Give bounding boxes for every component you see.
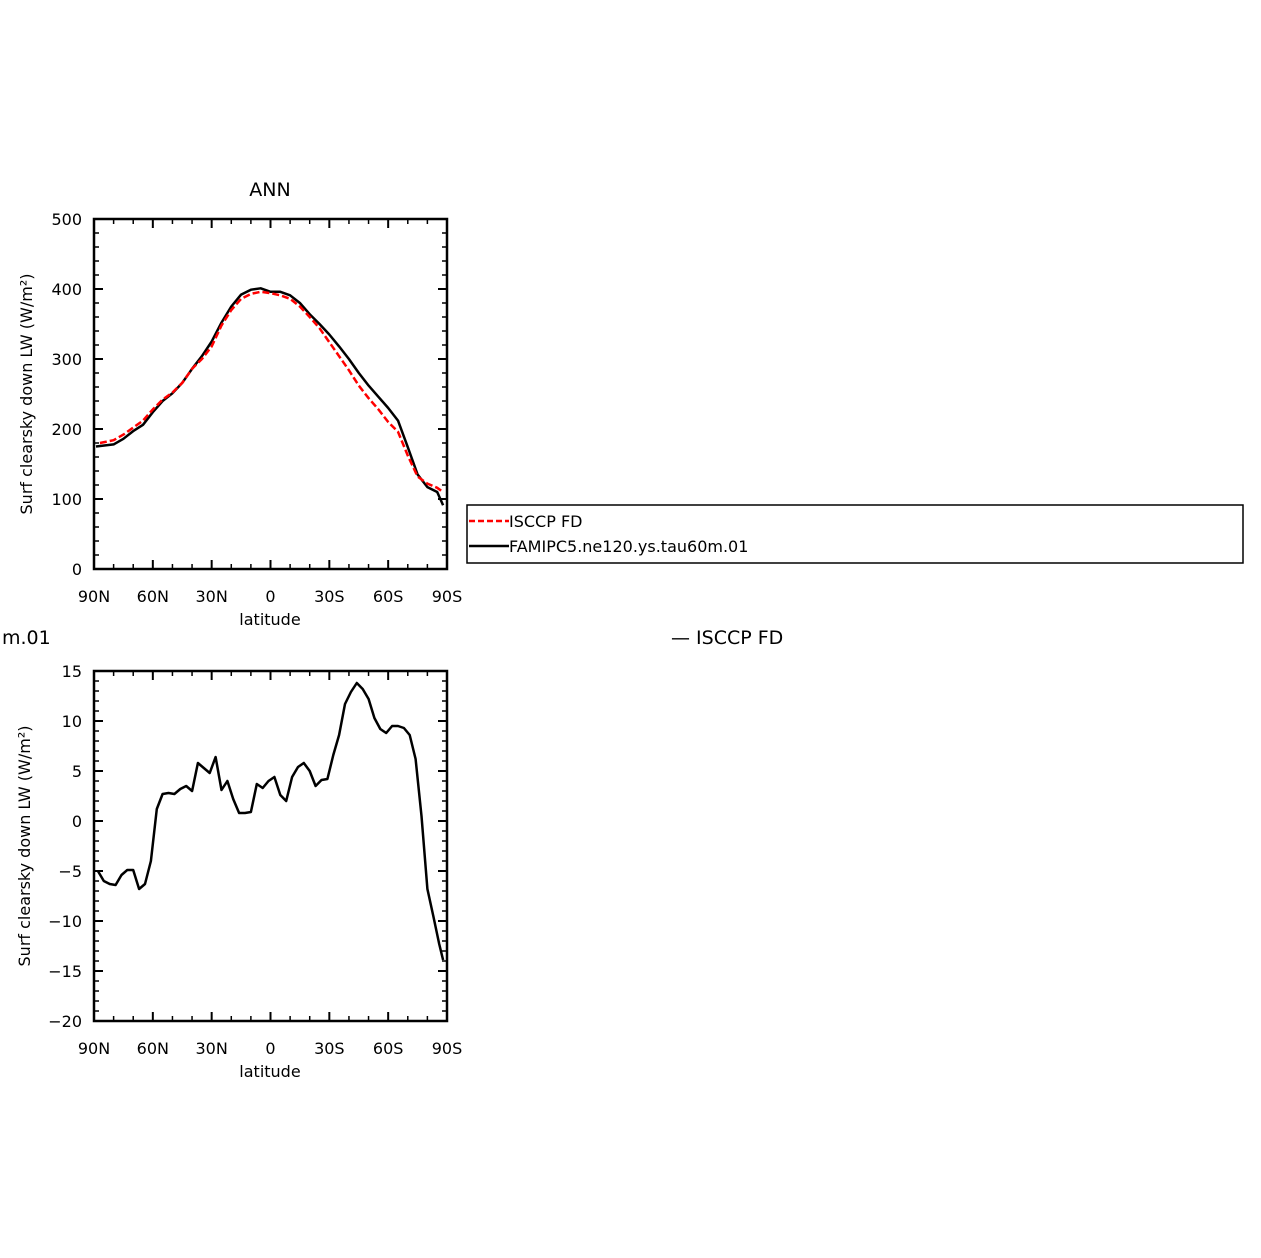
y-tick-label: 15	[62, 662, 82, 681]
series-line-famipc5-ne120-ys-tau60m-01	[95, 287, 445, 506]
x-tick-label: 90S	[432, 1039, 463, 1058]
bottom-plot-frame	[92, 669, 449, 1023]
legend-frame	[466, 504, 1244, 564]
series-line-difference	[96, 681, 445, 961]
y-tick-label: −15	[48, 962, 82, 981]
bottom-y-axis-label: Surf clearsky down LW (W/m²)	[15, 726, 34, 967]
x-tick-label: 90N	[78, 587, 110, 606]
top-axis-ticks	[93, 218, 448, 570]
series-line-isccp-fd	[99, 290, 444, 494]
y-tick-label: 100	[51, 490, 82, 509]
x-tick-label: 60S	[373, 1039, 404, 1058]
legend-label-famipc5: FAMIPC5.ne120.ys.tau60m.01	[509, 537, 748, 556]
y-tick-label: 500	[51, 210, 82, 229]
top-plot-frame	[92, 217, 449, 571]
x-tick-label: 60N	[137, 1039, 169, 1058]
bottom-y-tick-labels: −20 −15 −10 −5 0 5 10 15	[48, 662, 82, 1031]
top-y-tick-labels: 0 100 200 300 400 500	[51, 210, 82, 579]
bottom-plot-lines	[96, 681, 445, 961]
top-panel: ANN 0 100 200 300 400 500 90N 60N 30N 0 30S 60S 90S…	[17, 179, 462, 629]
top-plot-lines	[95, 287, 445, 506]
x-tick-label: 90N	[78, 1039, 110, 1058]
y-tick-label: 300	[51, 350, 82, 369]
y-tick-label: 0	[72, 812, 82, 831]
bottom-panel: −20 −15 −10 −5 0 5 10 15 90N 60N 30N 0 30S 60S 90S la…	[15, 662, 462, 1081]
bottom-axis-ticks	[93, 670, 448, 1022]
y-tick-label: −10	[48, 912, 82, 931]
x-tick-label: 0	[265, 1039, 275, 1058]
bottom-legend-fragment: — ISCCP FD	[671, 627, 784, 649]
x-tick-label: 30N	[196, 1039, 228, 1058]
legend-label-isccp: ISCCP FD	[509, 512, 582, 531]
bottom-title-fragment: m.01	[2, 627, 51, 649]
y-tick-label: 200	[51, 420, 82, 439]
bottom-x-tick-labels: 90N 60N 30N 0 30S 60S 90S	[78, 1039, 462, 1058]
x-tick-label: 90S	[432, 587, 463, 606]
x-tick-label: 30S	[314, 587, 345, 606]
top-x-axis-label: latitude	[239, 610, 300, 629]
x-tick-label: 0	[265, 587, 275, 606]
legend: ISCCP FD FAMIPC5.ne120.ys.tau60m.01	[466, 504, 1244, 564]
bottom-x-axis-label: latitude	[239, 1062, 300, 1081]
y-tick-label: −5	[58, 862, 82, 881]
y-tick-label: 0	[72, 560, 82, 579]
y-tick-label: 10	[62, 712, 82, 731]
x-tick-label: 30N	[196, 587, 228, 606]
y-tick-label: 5	[72, 762, 82, 781]
y-tick-label: 400	[51, 280, 82, 299]
top-y-axis-label: Surf clearsky down LW (W/m²)	[17, 274, 36, 515]
top-x-tick-labels: 90N 60N 30N 0 30S 60S 90S	[78, 587, 462, 606]
x-tick-label: 30S	[314, 1039, 345, 1058]
top-chart-title: ANN	[249, 179, 290, 201]
x-tick-label: 60S	[373, 587, 404, 606]
y-tick-label: −20	[48, 1012, 82, 1031]
x-tick-label: 60N	[137, 587, 169, 606]
